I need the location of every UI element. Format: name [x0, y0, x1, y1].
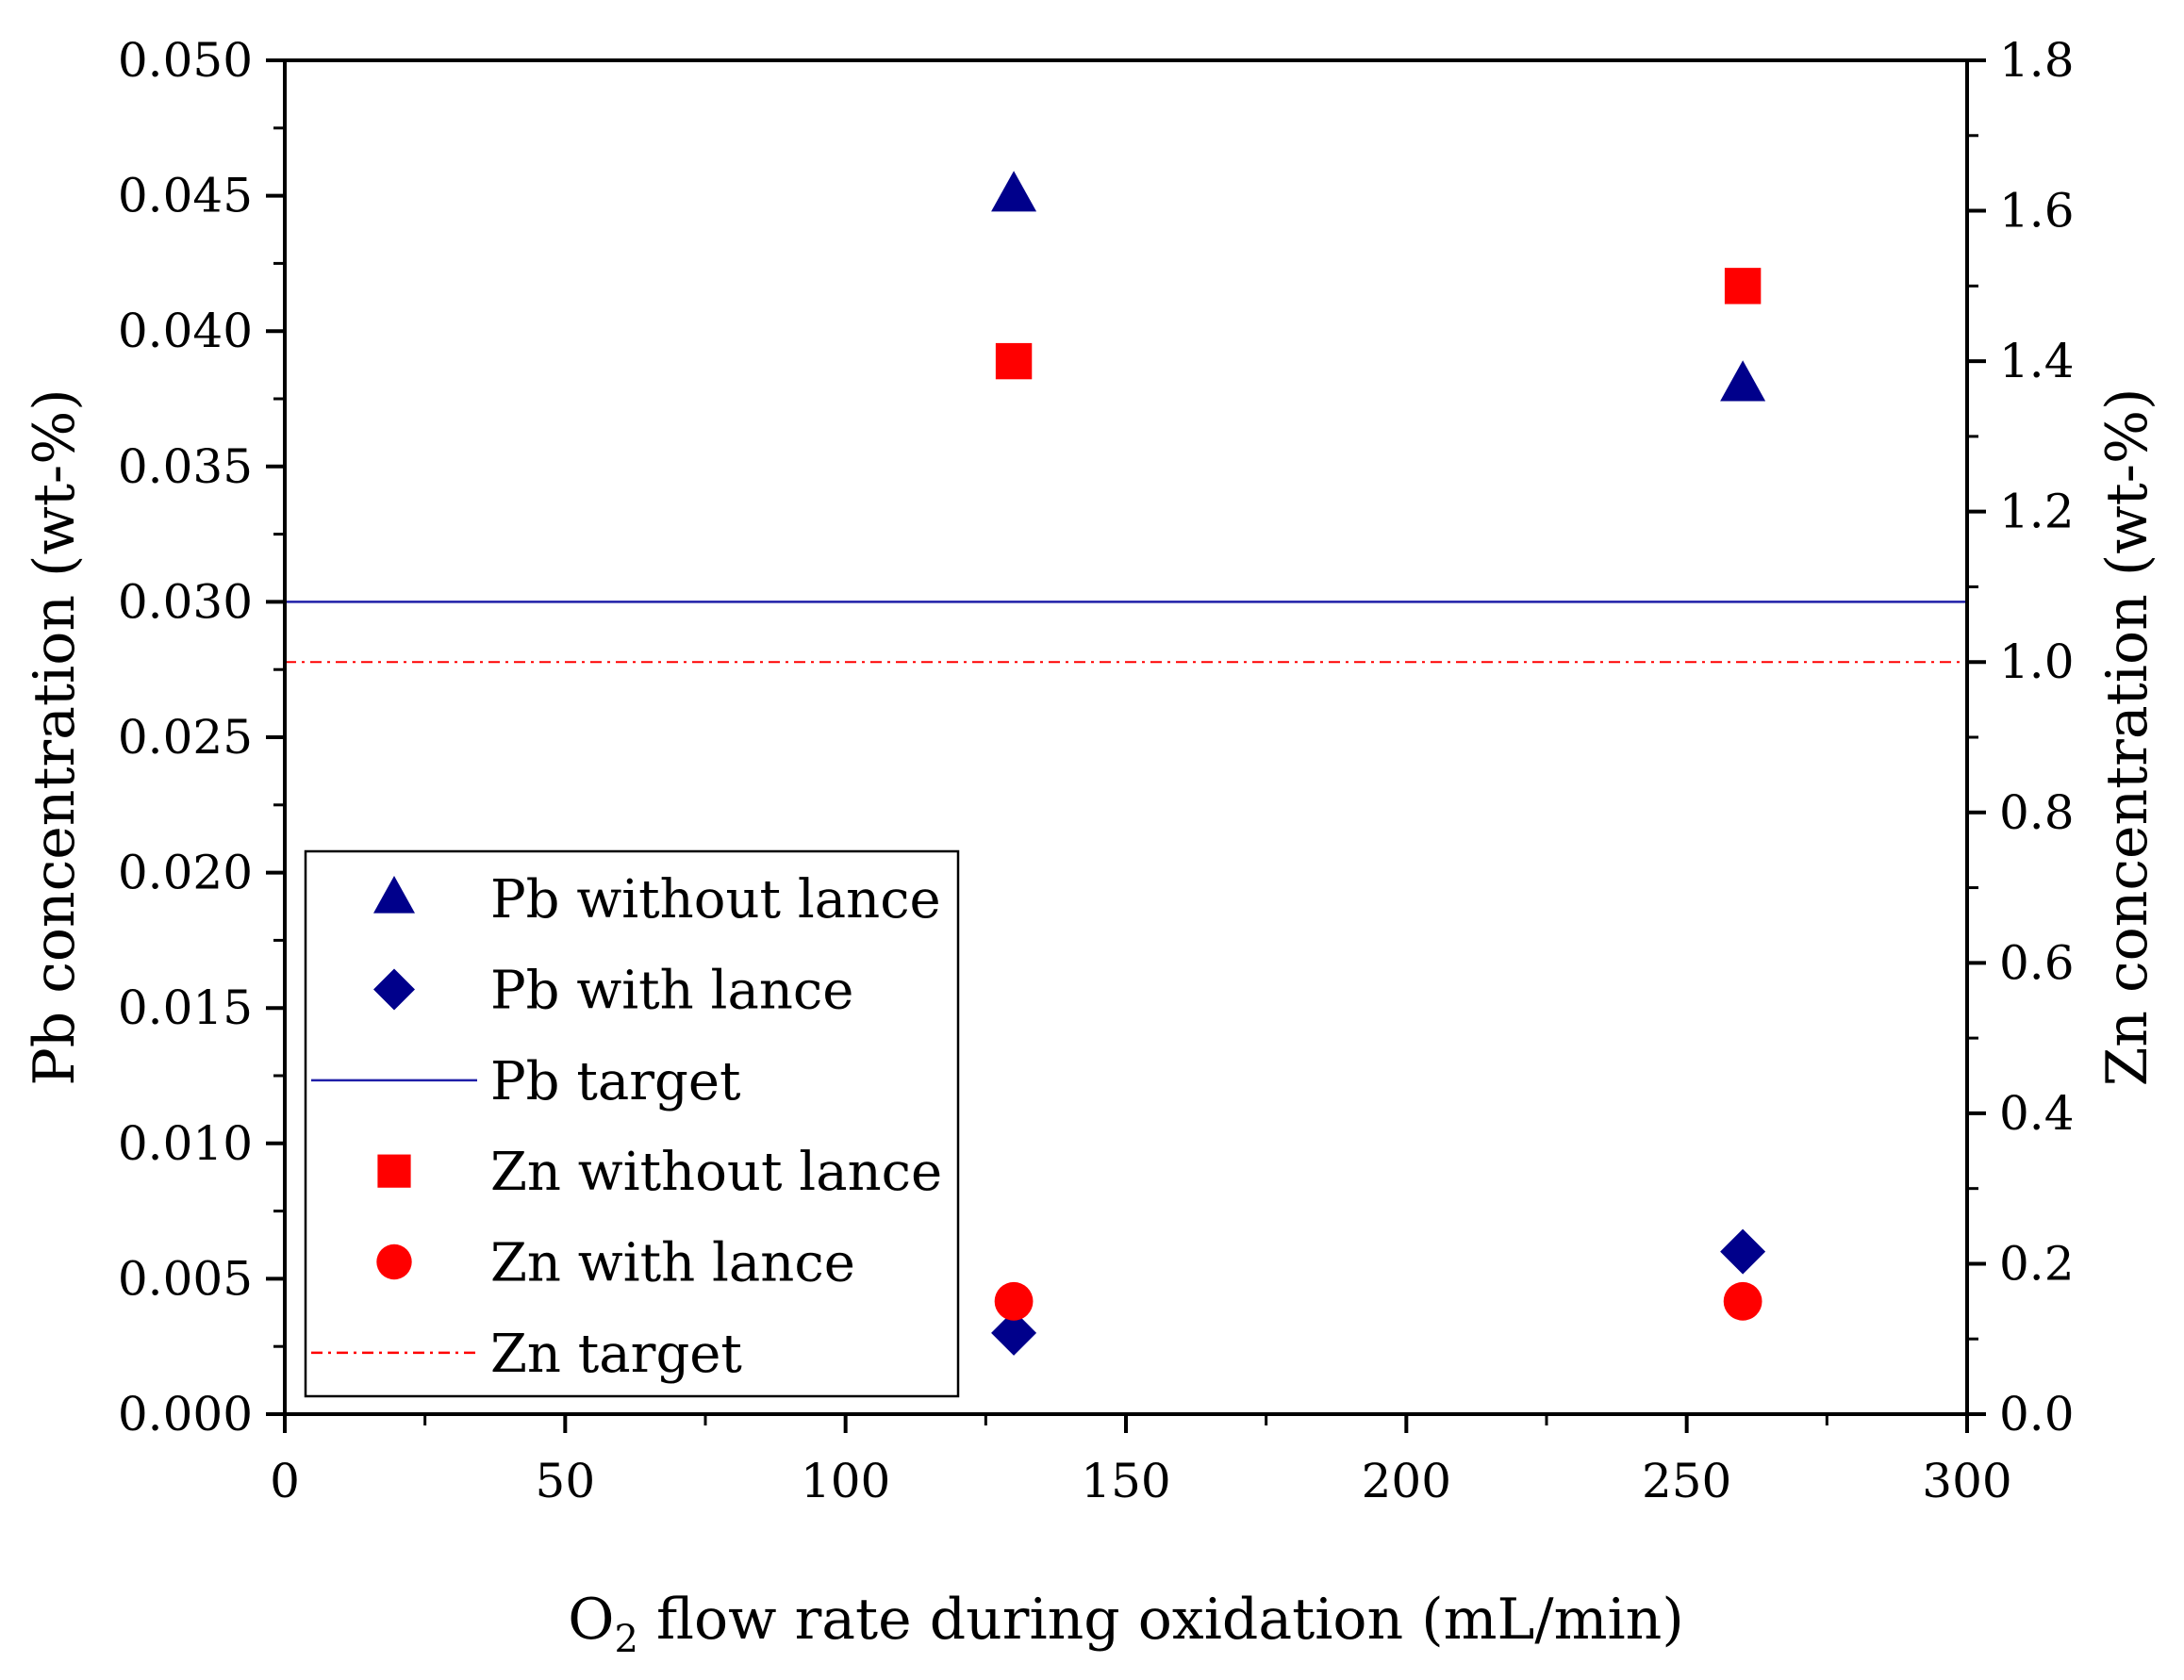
- y-right-tick-label: 1.4: [1999, 334, 2075, 388]
- y-left-tick-label: 0.040: [118, 304, 253, 358]
- zn-with-lance-point: [994, 1281, 1034, 1321]
- legend-pb-with-lance-marker: [373, 968, 415, 1011]
- x-tick-label: 250: [1642, 1454, 1731, 1508]
- y-left-tick-label: 0.020: [118, 846, 253, 900]
- legend-zn-without-lance-marker: [377, 1154, 411, 1188]
- x-tick-label: 200: [1362, 1454, 1451, 1508]
- y-left-tick-label: 0.010: [118, 1116, 253, 1171]
- x-axis-title-rest: flow rate during oxidation (mL/min): [638, 1587, 1684, 1653]
- x-tick-label: 150: [1081, 1454, 1170, 1508]
- legend: Pb without lance Pb with lance Pb target Zn…: [304, 849, 960, 1398]
- legend-box: [304, 849, 960, 1398]
- y-right-tick-label: 1.6: [1999, 184, 2075, 239]
- y-left-tick-label: 0.000: [118, 1387, 253, 1441]
- x-tick-label: 0: [270, 1454, 300, 1508]
- y-left-tick-label: 0.025: [118, 710, 253, 765]
- y-right-axis-title: Zn concentration (wt-%): [2094, 388, 2160, 1087]
- y-left-tick-label: 0.015: [118, 980, 253, 1035]
- x-axis-title-subscript: 2: [614, 1618, 637, 1661]
- y-left-axis-title: Pb concentration (wt-%): [22, 388, 88, 1085]
- legend-zn-without-lance-label: Zn without lance: [490, 1142, 942, 1203]
- y-left-tick-label: 0.030: [118, 574, 253, 629]
- legend-pb-with-lance-label: Pb with lance: [490, 961, 853, 1022]
- y-right-tick-label: 1.8: [1999, 33, 2075, 88]
- legend-zn-with-lance-marker: [376, 1244, 412, 1280]
- y-right-tick-label: 0.0: [1999, 1387, 2075, 1441]
- target-lines-layer: [285, 601, 1967, 664]
- y-left-tick-label: 0.045: [118, 169, 253, 223]
- legend-pb-without-lance-marker: [373, 875, 415, 914]
- zn-without-lance-point: [995, 342, 1033, 380]
- legend-zn-with-lance-label: Zn with lance: [490, 1233, 855, 1294]
- x-axis-title-main: O: [568, 1587, 614, 1653]
- data-points-layer: [991, 171, 1766, 1356]
- legend-pb-without-lance-label: Pb without lance: [490, 869, 941, 931]
- y-right-tick-label: 0.4: [1999, 1086, 2075, 1141]
- y-left-tick-label: 0.050: [118, 33, 253, 88]
- legend-pb-target-label: Pb target: [490, 1051, 741, 1112]
- y-right-tick-label: 1.2: [1999, 485, 2075, 539]
- zn-without-lance-point: [1724, 268, 1762, 305]
- y-right-tick-label: 1.0: [1999, 634, 2075, 689]
- y-left-tick-label: 0.035: [118, 439, 253, 494]
- x-tick-label: 300: [1922, 1454, 2011, 1508]
- y-right-tick-label: 0.6: [1999, 935, 2075, 990]
- zn-with-lance-point: [1723, 1281, 1762, 1321]
- y-left-tick-label: 0.005: [118, 1251, 253, 1306]
- pb-without-lance-point: [991, 171, 1037, 212]
- legend-zn-target-label: Zn target: [490, 1324, 742, 1385]
- x-tick-label: 50: [536, 1454, 596, 1508]
- plot-frame: [283, 58, 1969, 1416]
- pb-with-lance-point: [1720, 1228, 1766, 1275]
- y-right-tick-label: 0.8: [1999, 785, 2075, 840]
- y-right-tick-label: 0.2: [1999, 1236, 2075, 1291]
- pb-without-lance-point: [1720, 360, 1766, 402]
- x-tick-label: 100: [801, 1454, 890, 1508]
- x-axis-title: O2 flow rate during oxidation (mL/min): [568, 1587, 1683, 1661]
- pb-with-lance-point: [991, 1309, 1037, 1356]
- ticks-layer: 0 50 100 150 200 250 300 0.000 0.005 0.010 0.015 0.…: [118, 33, 2075, 1508]
